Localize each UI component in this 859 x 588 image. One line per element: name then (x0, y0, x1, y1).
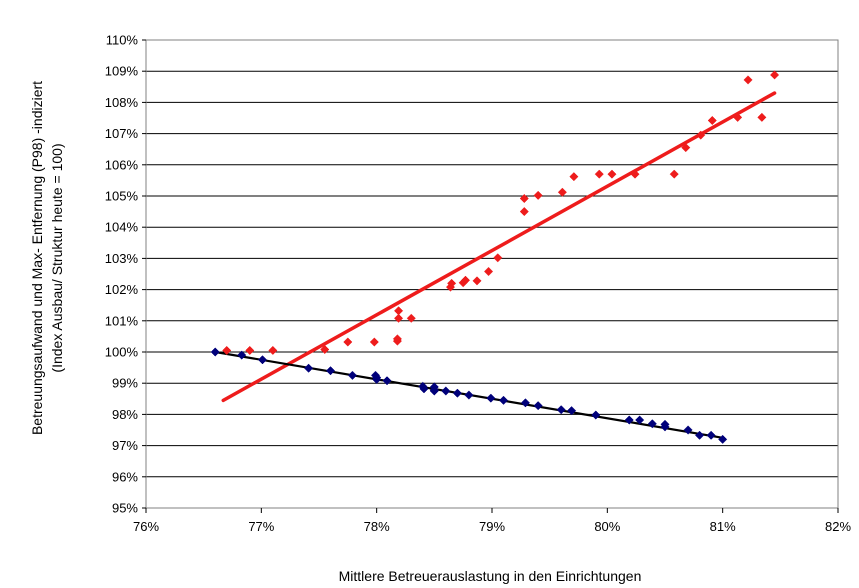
blue-series-point (556, 405, 566, 415)
blue-series-point (257, 355, 268, 365)
red-series-point (343, 337, 353, 347)
blue-series-point (591, 410, 601, 420)
red-series-trendline (221, 91, 777, 403)
x-tick-label: 82% (825, 519, 851, 534)
red-series-point (607, 169, 617, 179)
red-series-point (594, 169, 604, 179)
blue-series-point (441, 386, 451, 396)
y-tick-label: 104% (105, 220, 139, 235)
x-tick-label: 81% (710, 519, 736, 534)
red-series-point (460, 275, 471, 285)
red-series-point (533, 190, 543, 200)
red-series-point (569, 172, 579, 182)
y-tick-label: 103% (105, 251, 139, 266)
y-axis-label-line1: Betreuungsaufwand und Max- Entfernung (P… (29, 81, 45, 435)
blue-series-point (464, 390, 474, 400)
blue-series-point (635, 415, 645, 425)
blue-series-point (210, 347, 220, 357)
red-series-point (320, 344, 330, 355)
red-series-point (696, 130, 706, 140)
x-tick-label: 76% (133, 519, 159, 534)
red-series-point (394, 313, 404, 323)
blue-series-point (520, 398, 531, 408)
blue-series-point (706, 430, 716, 440)
red-series-point (707, 115, 717, 126)
blue-series-point (533, 401, 543, 411)
blue-series-point (660, 422, 670, 432)
red-series-point (733, 112, 743, 122)
red-series-point (669, 169, 679, 179)
y-tick-label: 106% (105, 157, 139, 172)
red-series-point (472, 276, 482, 286)
y-tick-label: 98% (112, 407, 138, 422)
red-series-point (447, 278, 457, 288)
red-series-point (369, 337, 379, 347)
blue-series-point (429, 386, 439, 396)
blue-series-point (624, 415, 634, 425)
blue-series-point (304, 363, 314, 373)
red-series-point (268, 345, 278, 355)
blue-series-point (647, 419, 657, 429)
y-axis-label-line2: (Index Ausbau/ Struktur heute = 100) (49, 143, 65, 372)
blue-series-point (683, 425, 693, 435)
red-series-point (222, 345, 232, 355)
y-tick-label: 105% (105, 189, 139, 204)
y-tick-label: 110% (106, 33, 139, 48)
x-axis-label: Mittlere Betreuerauslastung in den Einri… (339, 568, 642, 584)
red-series-point (681, 143, 691, 153)
red-series-point (392, 334, 402, 344)
red-series-point (770, 70, 780, 80)
blue-series-point (718, 434, 728, 444)
x-tick-label: 80% (594, 519, 620, 534)
x-tick-label: 78% (364, 519, 390, 534)
y-tick-label: 99% (112, 376, 138, 391)
y-tick-label: 100% (105, 345, 139, 360)
red-series-point (245, 345, 255, 355)
y-tick-label: 107% (105, 126, 139, 141)
red-series-point (483, 266, 494, 277)
blue-series-point (486, 393, 496, 403)
y-tick-label: 95% (112, 501, 138, 516)
red-series-point (519, 193, 529, 204)
blue-series-point (498, 395, 509, 405)
trend-lines (214, 91, 777, 439)
gridlines (146, 39, 838, 509)
y-tick-label: 96% (112, 469, 138, 484)
red-series-point (394, 306, 404, 316)
y-tick-label: 102% (105, 282, 139, 297)
blue-series-point (237, 350, 247, 360)
plot-area-frame (145, 39, 839, 509)
blue-series-point (567, 406, 577, 416)
red-series-point (757, 112, 767, 122)
y-tick-label: 101% (105, 313, 139, 328)
blue-series-point (695, 430, 705, 440)
red-series-point (630, 169, 640, 179)
x-tick-label: 77% (248, 519, 274, 534)
x-axis-ticks: 76% 77% 78% 79% 80% 81% 82% (133, 508, 851, 534)
y-tick-label: 109% (105, 64, 139, 79)
y-tick-label: 97% (112, 438, 138, 453)
y-axis-ticks: 95% 96% 97% 98% 99% 100% 101% 102% 103% 104% 105% 1… (105, 33, 146, 516)
y-tick-label: 108% (105, 95, 139, 110)
blue-series-point (419, 384, 429, 394)
data-points (210, 70, 780, 444)
red-series-point (743, 75, 753, 85)
red-series-point (493, 253, 503, 263)
blue-series-point (372, 374, 382, 385)
blue-series-point (382, 376, 392, 386)
red-series-point (557, 187, 567, 197)
blue-series-point (347, 370, 358, 380)
red-series-point (519, 207, 529, 217)
blue-series-point (452, 388, 462, 398)
x-tick-label: 79% (479, 519, 505, 534)
blue-series-point (325, 366, 336, 376)
red-series-point (406, 313, 416, 323)
